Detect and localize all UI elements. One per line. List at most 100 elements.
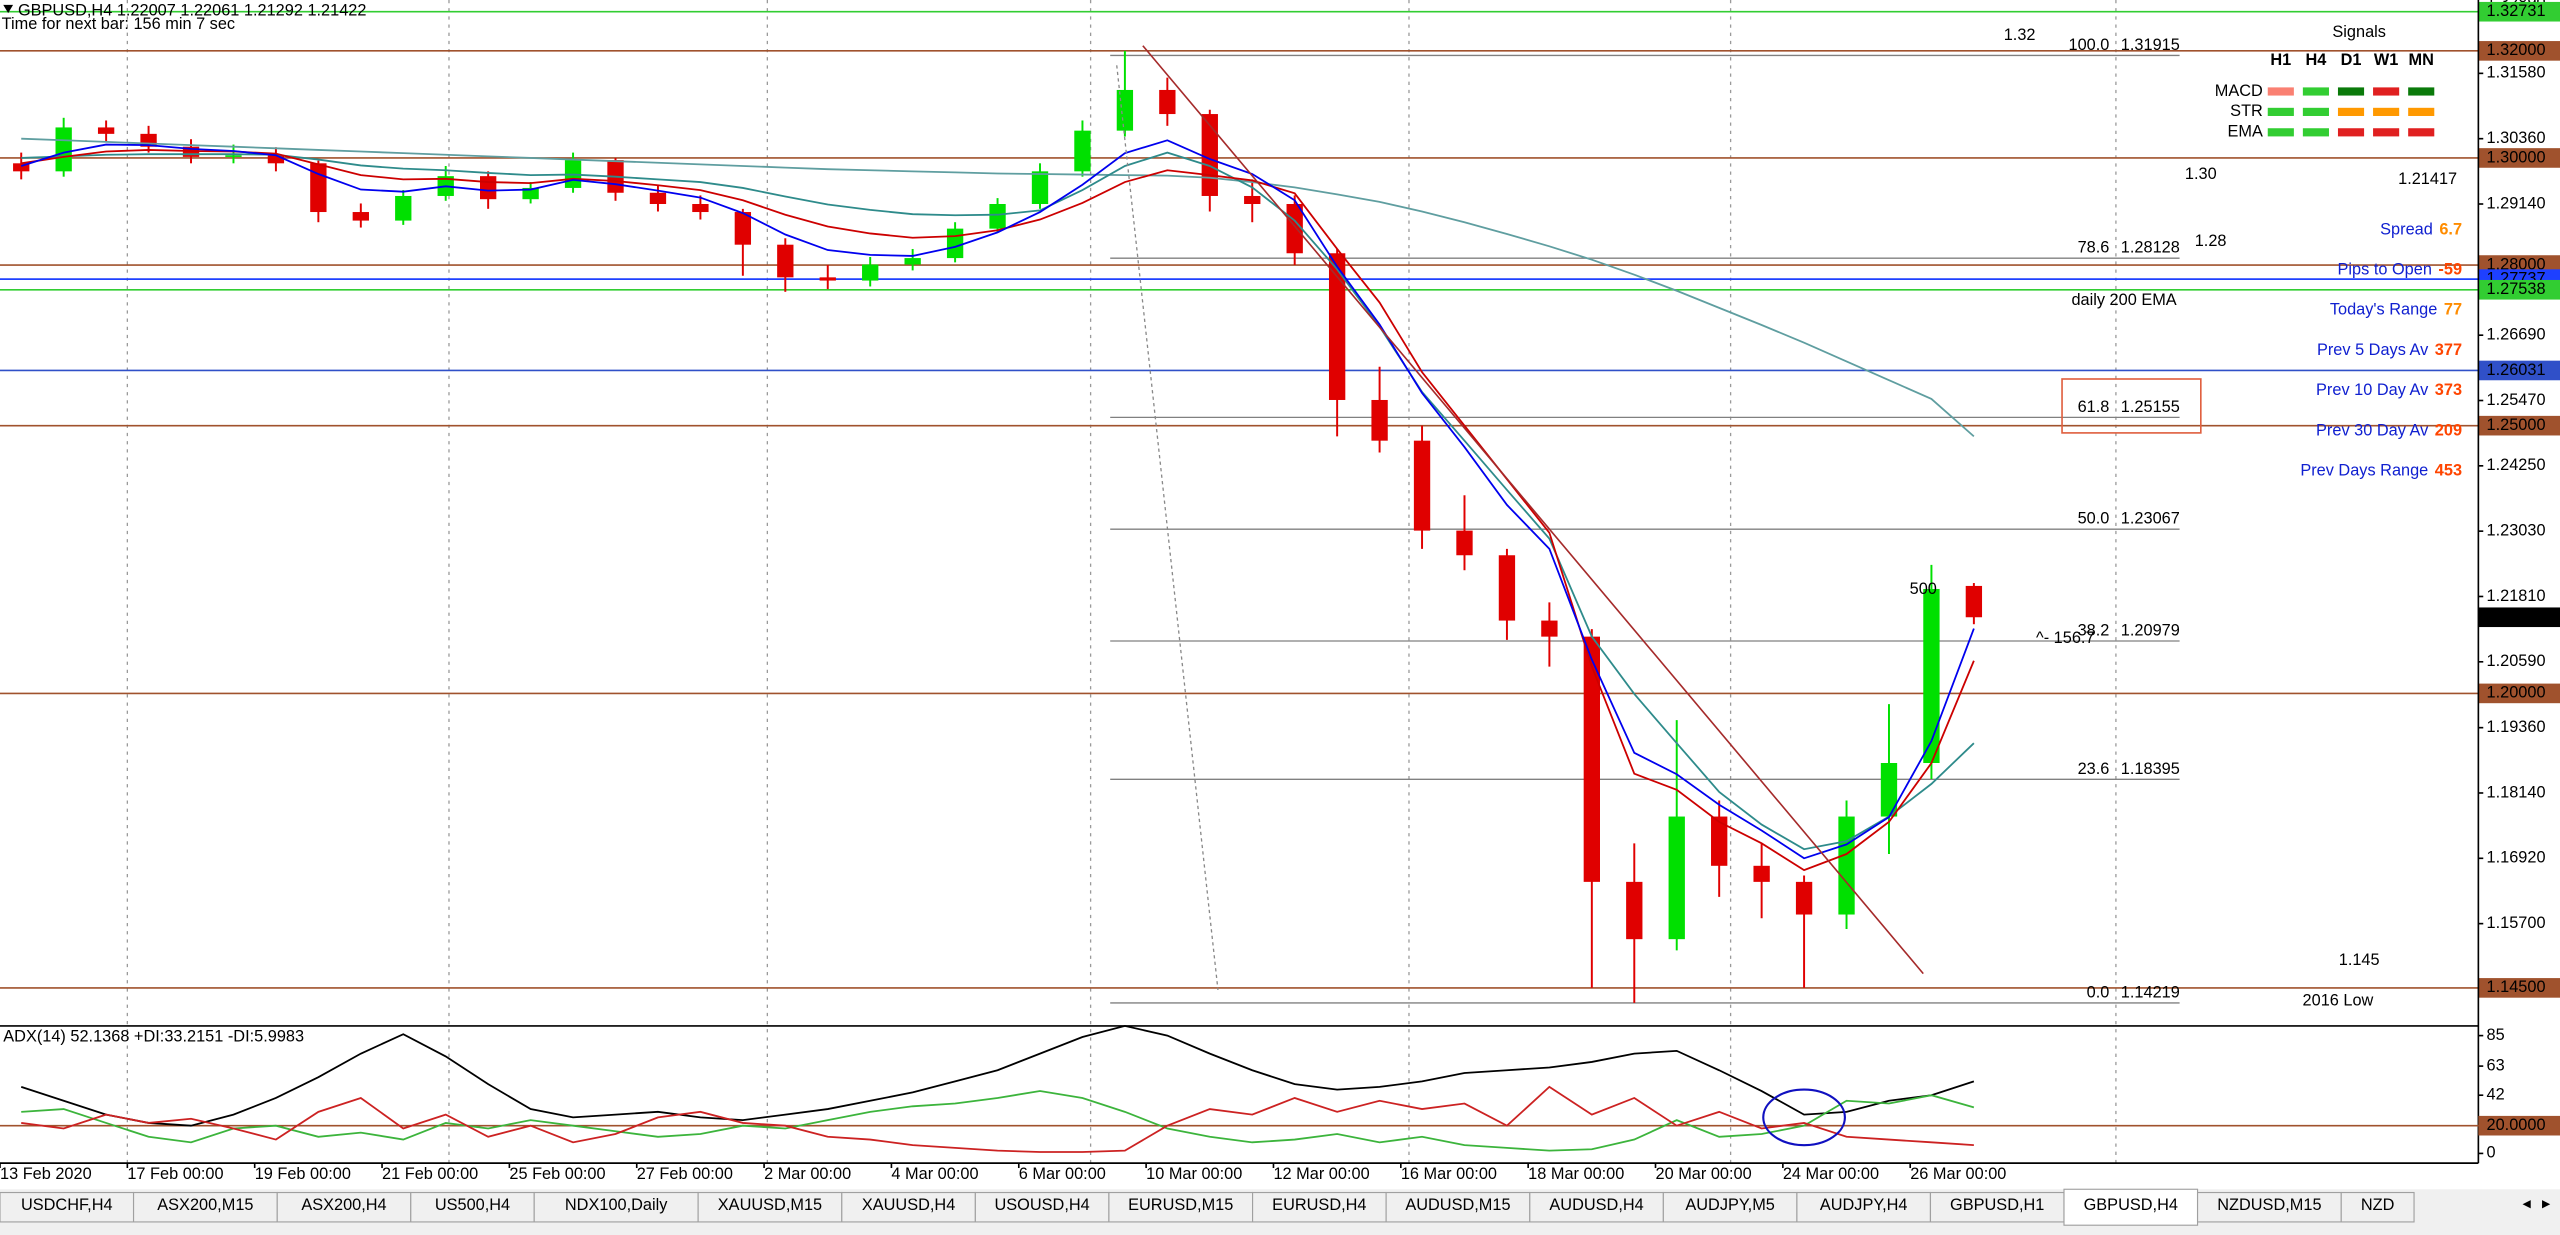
tab[interactable] <box>697 1191 843 1223</box>
signal-cell <box>2373 87 2400 96</box>
fib-ratio: 78.6 <box>2078 239 2110 257</box>
tab-label[interactable]: GBPUSD,H1 <box>1950 1196 2044 1214</box>
indicator-line <box>21 149 1975 872</box>
signals-title: Signals <box>2332 23 2386 41</box>
level-label: 1.32000 <box>2487 41 2546 59</box>
candle-body <box>692 204 709 213</box>
fib-price: 1.18395 <box>2121 760 2180 778</box>
tab-label[interactable]: USOUSD,H4 <box>994 1196 1089 1214</box>
tab[interactable] <box>1929 1191 2065 1223</box>
fib-price: 1.14219 <box>2121 983 2180 1001</box>
annotation: 1.28 <box>2195 232 2227 250</box>
y-tick-label: 1.31580 <box>2487 64 2546 82</box>
x-tick-label: 4 Mar 00:00 <box>891 1165 978 1183</box>
candle-body <box>862 264 879 281</box>
signal-cell <box>2267 107 2294 116</box>
x-tick-label: 25 Feb 00:00 <box>509 1165 605 1183</box>
tab-label[interactable]: AUDJPY,M5 <box>1685 1196 1775 1214</box>
tab[interactable] <box>1529 1191 1664 1223</box>
annotation: daily 200 EMA <box>2071 291 2176 309</box>
signal-row-label: MACD <box>2215 82 2263 100</box>
tab-label[interactable]: NZDUSD,M15 <box>2217 1196 2321 1214</box>
x-tick-label: 10 Mar 00:00 <box>1146 1165 1242 1183</box>
level-label-bg <box>2478 360 2560 381</box>
tab[interactable] <box>1108 1191 1254 1223</box>
signal-cell <box>2337 128 2365 137</box>
tab[interactable] <box>1662 1191 1798 1223</box>
tab-label[interactable]: USDCHF,H4 <box>21 1196 113 1214</box>
tab[interactable] <box>1796 1191 1932 1223</box>
tab-label[interactable]: ASX200,H4 <box>301 1196 386 1214</box>
signal-cell <box>2408 87 2435 96</box>
signal-cell <box>2337 87 2365 96</box>
signal-cell <box>2267 87 2294 96</box>
fib-ratio: 61.8 <box>2078 398 2110 416</box>
signal-column: D1 <box>2341 51 2362 69</box>
tab[interactable] <box>2340 1191 2415 1223</box>
tab-label[interactable]: AUDUSD,H4 <box>1549 1196 1643 1214</box>
fib-ratio: 50.0 <box>2078 510 2110 528</box>
y-tick-label: 1.18140 <box>2487 783 2546 801</box>
fib-ratio: 23.6 <box>2078 760 2110 778</box>
annotation: 500 <box>1910 580 1937 598</box>
tab-label[interactable]: XAUUSD,M15 <box>718 1196 822 1214</box>
tab-label[interactable]: NDX100,Daily <box>565 1196 668 1214</box>
tab[interactable] <box>1385 1191 1531 1223</box>
info-item: Prev 30 Day Av 209 <box>2316 422 2462 440</box>
signal-row-label: EMA <box>2227 123 2262 141</box>
circle-marker <box>1762 1088 1846 1147</box>
x-tick-label: 27 Feb 00:00 <box>637 1165 733 1183</box>
price-panel: 1.328901.315801.303601.291401.266901.254… <box>0 0 2560 1010</box>
y-tick-label: 1.21810 <box>2487 587 2546 605</box>
candle-body <box>1286 204 1303 254</box>
info-item: Prev 10 Day Av 373 <box>2316 381 2462 399</box>
tab-label[interactable]: NZD <box>2361 1196 2395 1214</box>
info-value: 373 <box>2435 381 2462 399</box>
candle-body <box>267 155 285 164</box>
candle-body <box>734 212 752 245</box>
tab-label[interactable]: EURUSD,M15 <box>1128 1196 1233 1214</box>
x-tick-label: 20 Mar 00:00 <box>1656 1165 1752 1183</box>
level-label-bg <box>2478 279 2560 300</box>
candle-body <box>1074 130 1091 172</box>
fib-price: 1.25155 <box>2121 398 2180 416</box>
fib-price: 1.23067 <box>2121 510 2180 528</box>
tab-label[interactable]: AUDJPY,H4 <box>1820 1196 1908 1214</box>
tab-label[interactable]: ASX200,M15 <box>157 1196 253 1214</box>
tabs: USDCHF,H4 ASX200,M15 ASX200,H4 US500,H4 NDX1… <box>0 1188 2415 1226</box>
signal-cell <box>2302 107 2329 116</box>
level-label: 20.0000 <box>2487 1116 2546 1134</box>
highlight-box <box>2061 378 2202 434</box>
tab-label[interactable]: AUDUSD,M15 <box>1405 1196 1510 1214</box>
candle-body <box>1116 89 1134 131</box>
tab-label[interactable]: XAUUSD,H4 <box>862 1196 955 1214</box>
tab[interactable] <box>1252 1191 1387 1223</box>
tab[interactable] <box>533 1191 699 1223</box>
signal-cell <box>2267 128 2294 137</box>
tab-scroll-left[interactable]: ◂ <box>2522 1194 2530 1212</box>
candle-body <box>1328 253 1346 400</box>
tab-scroll-right[interactable]: ▸ <box>2542 1194 2550 1212</box>
signal-column: W1 <box>2374 51 2398 69</box>
y-tick-label: 1.24250 <box>2487 456 2546 474</box>
tab-label[interactable]: EURUSD,H4 <box>1272 1196 1366 1214</box>
candle-body <box>1626 881 1643 940</box>
tab[interactable] <box>841 1191 976 1223</box>
trend-line <box>1142 45 1924 975</box>
level-label-bg <box>2478 1 2560 22</box>
tab-label[interactable]: US500,H4 <box>435 1196 510 1214</box>
signal-column: H1 <box>2270 51 2291 69</box>
level-label-bg <box>2478 978 2560 998</box>
tab[interactable] <box>276 1191 412 1223</box>
y-tick-label: 1.16920 <box>2487 849 2546 867</box>
info-item: Prev Days Range 453 <box>2300 462 2462 480</box>
tab[interactable] <box>132 1191 278 1223</box>
tab[interactable] <box>2063 1188 2199 1226</box>
candle-body <box>1753 865 1770 882</box>
candle-body <box>989 204 1006 229</box>
tab-label[interactable]: GBPUSD,H4 <box>2084 1196 2178 1214</box>
candle-body <box>1371 399 1388 441</box>
level-label: 1.27538 <box>2487 280 2546 298</box>
